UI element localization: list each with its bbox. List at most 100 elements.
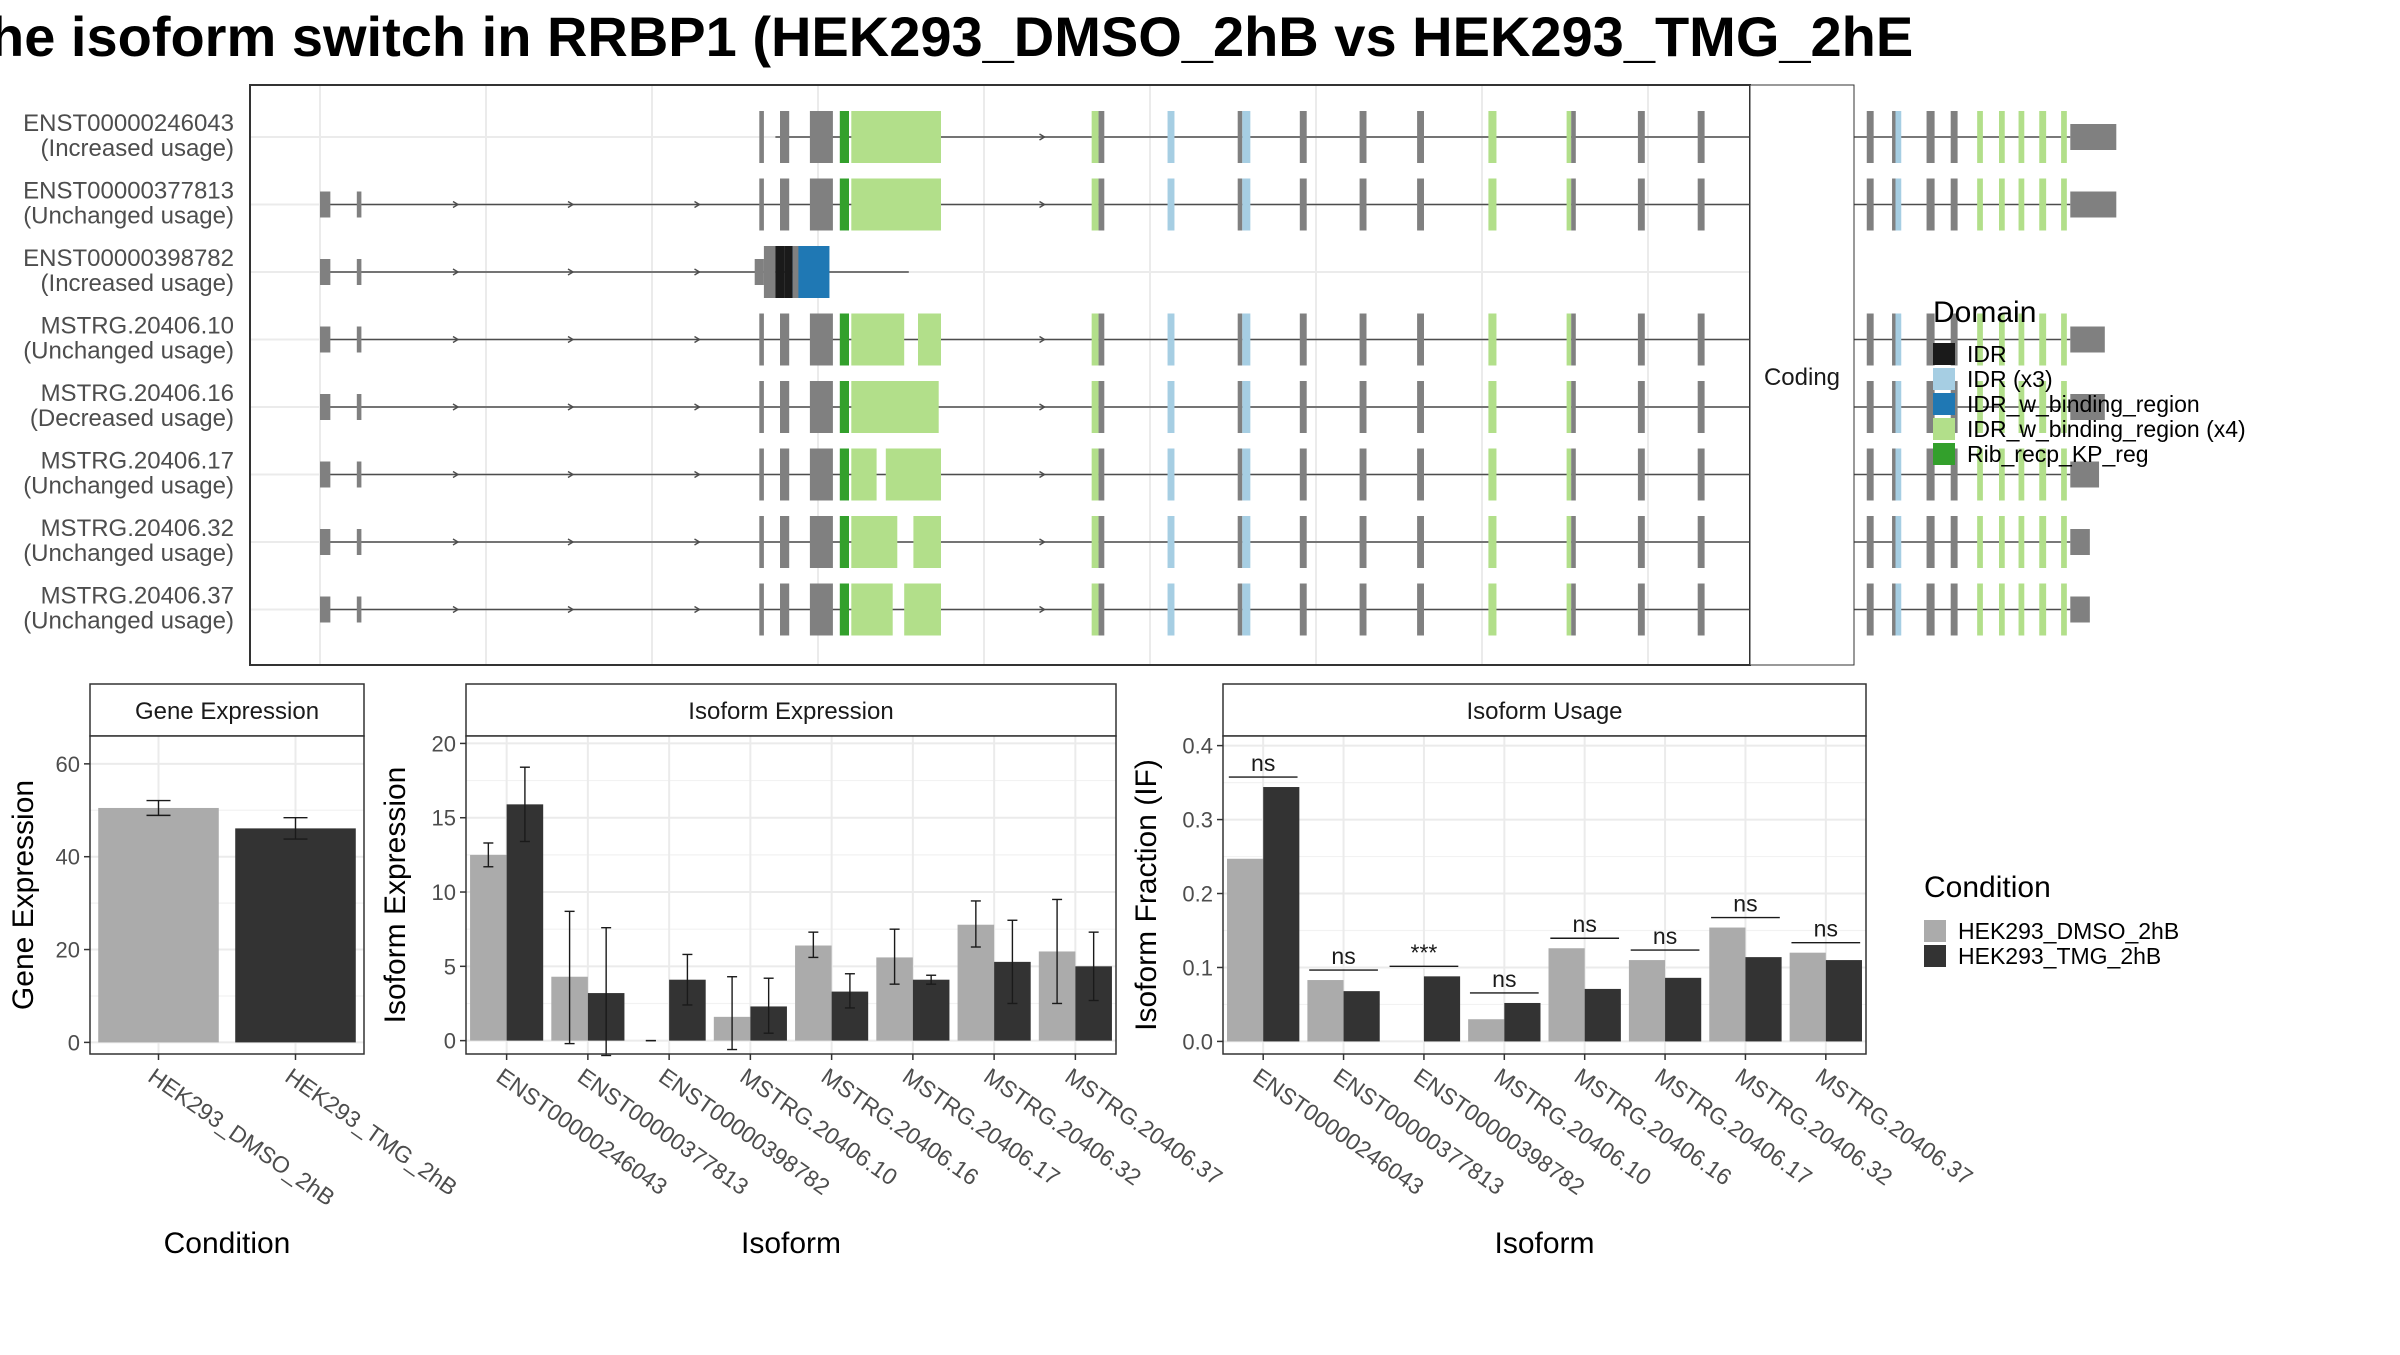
domain-Rib_recp_KP_reg (839, 381, 849, 433)
domain-IDR_w_binding_region (x4) (1566, 178, 1572, 231)
exon (1237, 583, 1243, 636)
x-axis-title: Condition (164, 1227, 291, 1260)
domain-IDR (x3) (1895, 178, 1902, 231)
transcript-id-label: MSTRG.20406.16 (41, 380, 234, 407)
y-tick-label: 15 (432, 806, 456, 831)
domain-IDR_w_binding_region (x4) (2039, 516, 2047, 568)
y-axis-title: Gene Expression (7, 780, 40, 1010)
exon (754, 259, 764, 285)
direction-arrow (1039, 403, 1046, 411)
direction-arrow (567, 538, 575, 546)
domain-IDR_w_binding_region (x4) (1091, 381, 1099, 433)
domain-IDR_w_binding_region (x4) (1566, 448, 1572, 501)
exon (356, 259, 362, 285)
direction-arrow (694, 268, 701, 276)
domain-IDR_w_binding_region (x4) (1566, 583, 1572, 636)
domain-IDR (x3) (1242, 178, 1251, 231)
exon (809, 448, 833, 501)
panel-title: Isoform Usage (1466, 698, 1622, 725)
exon (759, 178, 764, 231)
exon (1571, 448, 1576, 501)
exon (1926, 583, 1935, 636)
exon (759, 448, 764, 501)
utr-exon (2070, 191, 2117, 218)
domain-IDR_w_binding_region (x4) (851, 111, 941, 163)
exon (1417, 448, 1424, 501)
domain-IDR_w_binding_region (x4) (1488, 448, 1497, 501)
domain-IDR (x3) (1242, 583, 1251, 636)
domain-IDR_w_binding_region (x4) (2018, 381, 2025, 433)
structure-plot-area (249, 84, 1751, 666)
exon (1866, 516, 1874, 568)
exon (320, 529, 331, 555)
exon (1417, 313, 1424, 366)
significance-label: ns (1733, 891, 1757, 917)
domain-IDR_w_binding_region (x4) (2018, 111, 2025, 163)
y-axis-title: Isoform Fraction (IF) (1130, 759, 1163, 1031)
domain-IDR (x3) (1167, 381, 1175, 433)
direction-arrow (1039, 335, 1046, 344)
y-tick-label: 5 (444, 954, 456, 979)
domain-IDR_w_binding_region (x4) (1999, 111, 2005, 163)
exon (1892, 516, 1896, 568)
bar (912, 979, 950, 1041)
domain-IDR_w_binding_region (x4) (1091, 111, 1099, 163)
significance-label: *** (1411, 939, 1438, 965)
domain-Rib_recp_KP_reg (839, 583, 849, 636)
exon (1892, 111, 1896, 163)
exon (792, 246, 799, 298)
exon (759, 516, 764, 568)
exon (759, 313, 764, 366)
legend-key (1933, 443, 1955, 465)
exon (1866, 178, 1874, 231)
domain-IDR_w_binding_region (x4) (2039, 448, 2047, 501)
exon (1299, 583, 1307, 636)
exon (1098, 111, 1105, 163)
direction-arrow (1039, 200, 1046, 209)
y-tick-label: 40 (56, 845, 80, 870)
exon (1359, 516, 1367, 568)
transcript-usage-label: (Unchanged usage) (23, 473, 234, 500)
exon (1866, 448, 1874, 501)
exon (356, 529, 362, 555)
y-tick-label: 0.0 (1182, 1029, 1213, 1054)
exon (1098, 381, 1105, 433)
exon (780, 516, 790, 568)
domain-Rib_recp_KP_reg (839, 111, 849, 163)
structure-strip (1749, 84, 1855, 666)
direction-arrow (452, 268, 460, 276)
figure-title: he isoform switch in RRBP1 (HEK293_DMSO_… (0, 5, 1913, 68)
domain-IDR_w_binding_region (x4) (2061, 178, 2067, 231)
domain-IDR_w_binding_region (x4) (1566, 381, 1572, 433)
domain-IDR_w_binding_region (x4) (1999, 583, 2005, 636)
structure-row-labels: ENST00000246043(Increased usage)ENST0000… (23, 110, 234, 635)
domain-IDR_w_binding_region (x4) (1999, 313, 2005, 366)
exon (1926, 516, 1935, 568)
significance-label: ns (1653, 923, 1677, 949)
exon (1866, 111, 1874, 163)
exon (320, 596, 331, 623)
domain-IDR_w_binding_region (x4) (1999, 178, 2005, 231)
transcript-MSTRG.20406.32 (320, 516, 2090, 568)
domain-legend-title: Domain (1933, 296, 2036, 329)
exon (1417, 178, 1424, 231)
exon (356, 394, 362, 420)
y-tick-label: 10 (432, 880, 456, 905)
exon (1892, 313, 1896, 366)
exon (1926, 313, 1935, 366)
domain-IDR (x3) (1242, 313, 1251, 366)
bar (1504, 1002, 1541, 1042)
exon (1697, 583, 1705, 636)
transcript-usage-label: (Increased usage) (41, 270, 234, 297)
direction-arrow (452, 605, 460, 614)
y-tick-label: 0.4 (1182, 734, 1213, 759)
exon (1637, 448, 1645, 501)
plot-border (465, 735, 1117, 1055)
panel-title: Isoform Expression (688, 698, 893, 725)
domain-IDR_w_binding_region (x4) (1488, 313, 1497, 366)
direction-arrow (694, 470, 701, 479)
domain-IDR_w_binding_region (x4) (2061, 448, 2067, 501)
significance-label: ns (1331, 943, 1355, 969)
bar (506, 804, 544, 1041)
